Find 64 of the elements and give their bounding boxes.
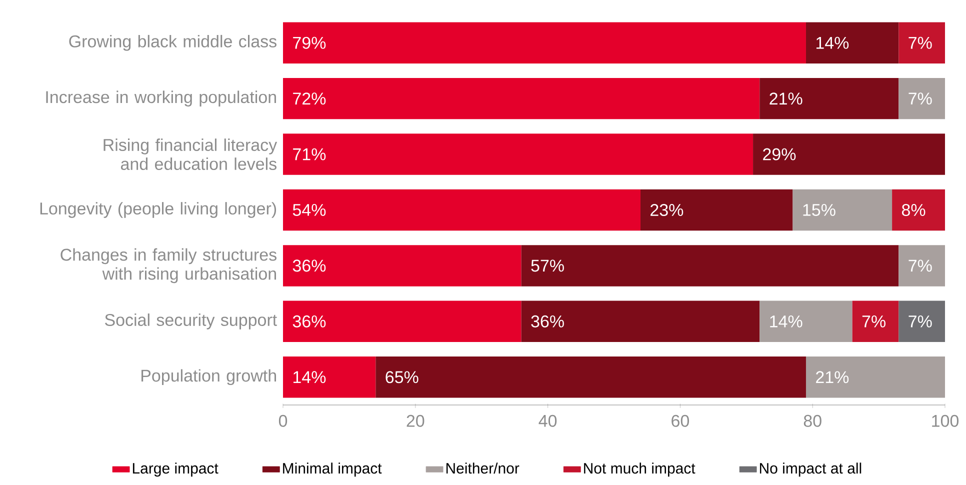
y-tick-label: Longevity (people living longer) xyxy=(40,202,276,218)
bar xyxy=(376,356,806,398)
data-label: 65% xyxy=(386,371,418,384)
bar xyxy=(852,300,899,342)
data-label: 72% xyxy=(293,92,326,105)
y-tick-label: Rising financial literacy and education levels xyxy=(104,138,278,170)
bar xyxy=(283,356,376,398)
data-label: 54% xyxy=(292,204,326,216)
y-tick-label: Growing black middle class xyxy=(69,34,276,51)
data-label: 21% xyxy=(770,92,802,105)
data-label: 7% xyxy=(908,260,932,272)
legend-label: Neither/nor xyxy=(446,462,520,474)
x-tick-label: 80 xyxy=(804,414,822,427)
data-label: 14% xyxy=(294,371,326,384)
bar xyxy=(283,300,522,342)
data-label: 36% xyxy=(531,315,564,328)
bar xyxy=(521,300,760,342)
data-label: 7% xyxy=(908,92,932,105)
bar xyxy=(640,189,793,231)
bar xyxy=(283,134,754,175)
bar xyxy=(760,300,852,342)
x-tick-label: 40 xyxy=(538,414,557,427)
bar xyxy=(283,189,640,231)
data-label: 29% xyxy=(763,148,796,160)
data-label: 21% xyxy=(816,371,849,384)
bar xyxy=(898,22,946,64)
data-label: 14% xyxy=(770,315,802,328)
data-label: 15% xyxy=(803,204,836,216)
data-label: 7% xyxy=(908,315,932,328)
data-label: 7% xyxy=(908,36,932,49)
bar xyxy=(792,189,892,231)
data-label: 14% xyxy=(816,36,849,49)
bar xyxy=(283,245,522,286)
legend-label: Large impact xyxy=(132,462,218,477)
data-label: 57% xyxy=(531,260,564,272)
bar xyxy=(898,245,946,286)
bar xyxy=(283,22,806,64)
bar xyxy=(521,245,899,286)
x-tick-label: 0 xyxy=(278,414,288,427)
bar xyxy=(806,356,946,398)
data-label: 23% xyxy=(650,204,684,216)
legend-label: Not much impact xyxy=(584,462,696,477)
y-tick-label: Population growth xyxy=(141,369,276,386)
data-label: 36% xyxy=(292,315,326,328)
bar xyxy=(892,189,946,231)
y-tick-label: Social security support xyxy=(105,314,277,330)
legend-label: Minimal impact xyxy=(283,462,382,477)
bar xyxy=(283,78,760,120)
bar xyxy=(760,78,899,120)
data-label: 79% xyxy=(293,36,326,49)
data-label: 71% xyxy=(293,148,326,160)
bar xyxy=(898,300,946,342)
bar xyxy=(753,134,946,175)
data-label: 8% xyxy=(902,204,926,216)
data-label: 7% xyxy=(862,315,886,328)
bar xyxy=(806,22,899,64)
data-label: 36% xyxy=(292,260,326,272)
x-tick-label: 20 xyxy=(406,414,424,427)
y-tick-label: Changes in family structures with rising urbanisation xyxy=(60,248,276,284)
x-tick-label: 60 xyxy=(672,414,689,427)
bar xyxy=(898,78,946,120)
x-tick-label: 100 xyxy=(932,414,959,427)
legend-label: No impact at all xyxy=(760,462,862,477)
y-tick-label: Increase in working population xyxy=(46,90,276,106)
